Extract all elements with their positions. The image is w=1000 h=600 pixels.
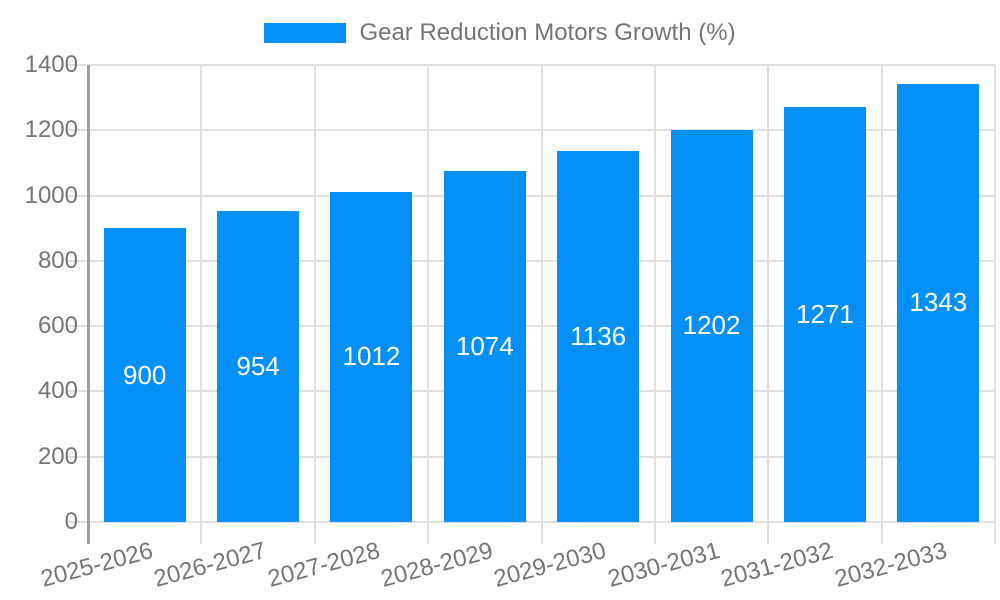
v-gridline xyxy=(540,65,543,544)
bar-value-label: 1074 xyxy=(455,331,514,362)
y-tick-mark xyxy=(68,64,88,66)
bar-value-label: 1136 xyxy=(570,321,627,352)
y-tick-label: 1400 xyxy=(24,51,78,78)
legend-swatch xyxy=(264,23,347,43)
bar[interactable]: 900 xyxy=(103,228,186,522)
v-gridline xyxy=(994,65,996,544)
y-tick-label: 800 xyxy=(37,246,78,274)
legend[interactable]: Gear Reduction Motors Growth (%) xyxy=(0,14,1000,52)
bar-value-label: 954 xyxy=(236,350,280,381)
v-gridline xyxy=(427,65,430,544)
bar[interactable]: 1074 xyxy=(443,171,526,522)
bar[interactable]: 1202 xyxy=(670,129,753,522)
v-gridline xyxy=(880,65,883,544)
y-tick-mark xyxy=(68,259,88,262)
y-tick-label: 1200 xyxy=(24,116,78,144)
bar-value-label: 1012 xyxy=(342,341,401,372)
x-tick-label: 2025-2026 xyxy=(37,537,156,593)
bar[interactable]: 1271 xyxy=(783,107,866,522)
y-tick-label: 0 xyxy=(64,508,78,535)
bar-value-label: 900 xyxy=(122,359,167,390)
x-tick-label: 2028-2029 xyxy=(377,537,496,593)
bar-value-label: 1271 xyxy=(796,299,854,330)
x-tick-label: 2030-2031 xyxy=(604,537,723,593)
y-tick-mark xyxy=(68,455,88,458)
y-tick-mark xyxy=(68,521,88,523)
bar[interactable]: 1343 xyxy=(897,83,980,522)
bar[interactable]: 1012 xyxy=(330,191,413,522)
y-tick-label: 400 xyxy=(37,377,78,405)
x-tick-label: 2032-2033 xyxy=(831,537,950,593)
x-tick-label: 2031-2032 xyxy=(718,537,836,593)
y-tick-mark xyxy=(68,325,88,328)
bar-value-label: 1202 xyxy=(682,310,741,341)
legend-label: Gear Reduction Motors Growth (%) xyxy=(359,19,736,46)
y-tick-label: 600 xyxy=(37,312,78,340)
y-axis-line xyxy=(86,65,90,544)
x-tick-label: 2026-2027 xyxy=(151,537,270,593)
y-tick-label: 200 xyxy=(37,442,78,470)
v-gridline xyxy=(313,65,316,544)
y-tick-mark xyxy=(68,390,88,393)
y-tick-label: 1000 xyxy=(24,181,78,209)
x-tick-label: 2027-2028 xyxy=(264,537,383,593)
y-tick-mark xyxy=(68,129,88,132)
x-tick-label: 2029-2030 xyxy=(491,537,610,593)
v-gridline xyxy=(653,65,656,544)
v-gridline xyxy=(767,65,770,544)
bar[interactable]: 954 xyxy=(217,210,300,522)
bar[interactable]: 1136 xyxy=(557,151,640,522)
y-tick-mark xyxy=(68,194,88,197)
v-gridline xyxy=(200,65,203,544)
bar-value-label: 1343 xyxy=(909,287,968,318)
